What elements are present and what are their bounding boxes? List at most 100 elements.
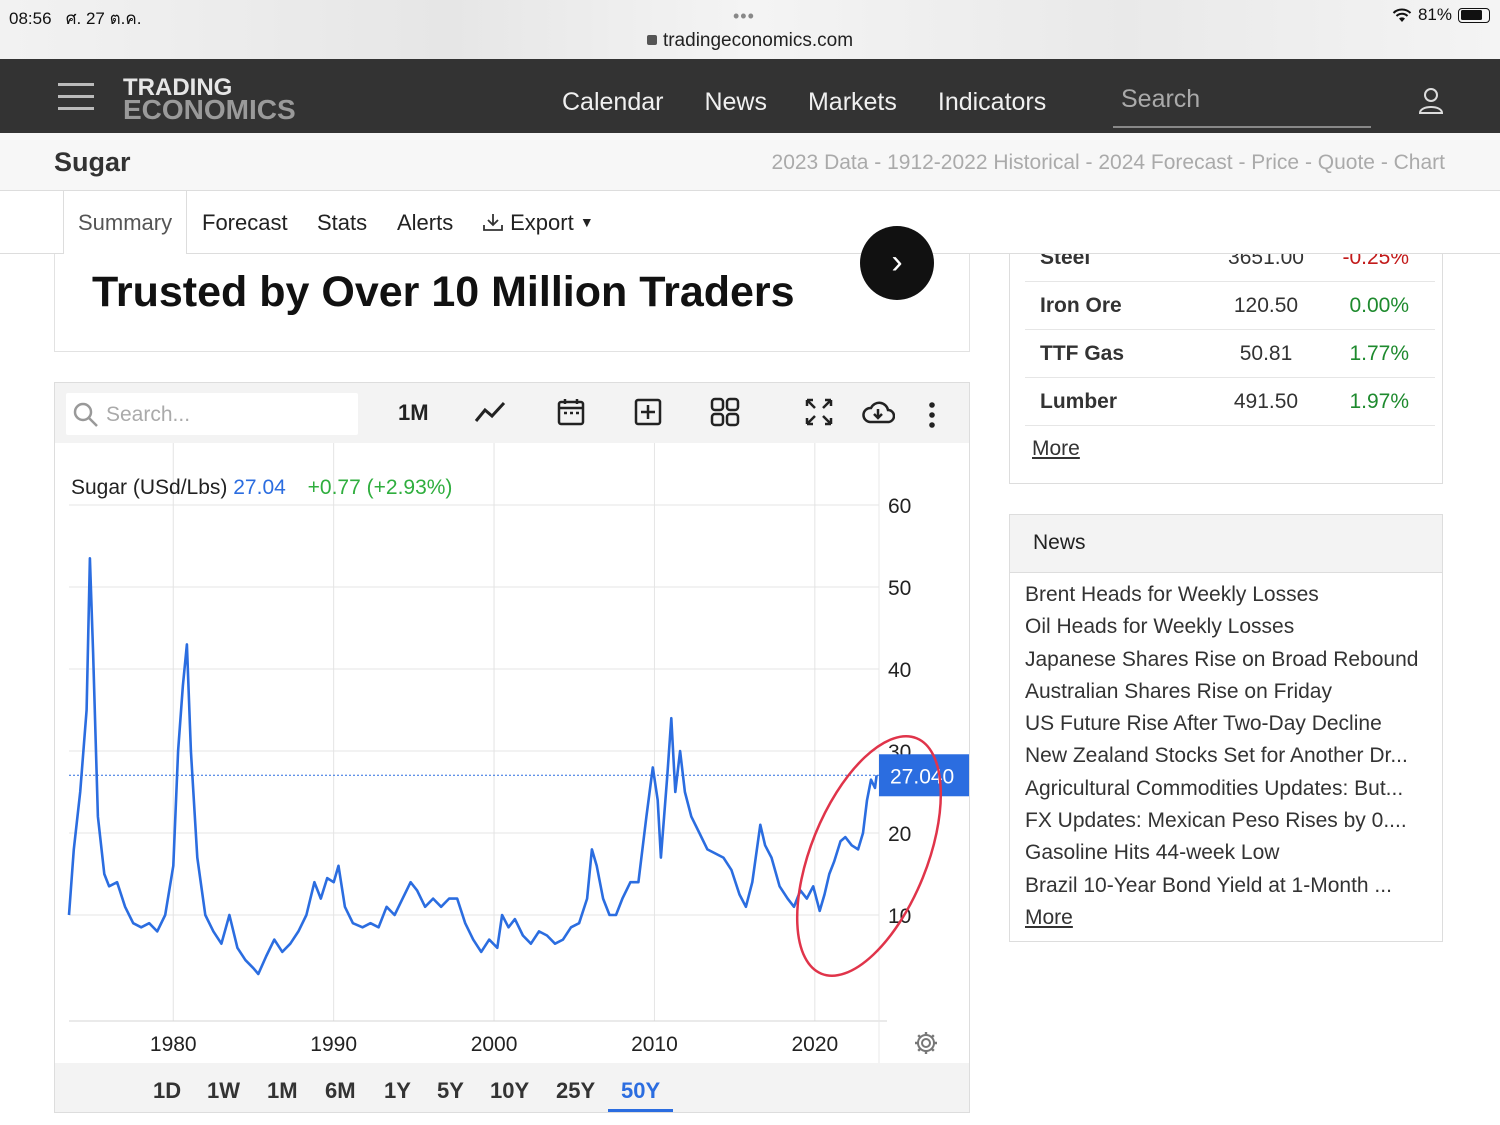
range-1d[interactable]: 1D [153,1078,182,1103]
news-item[interactable]: Agricultural Commodities Updates: But... [1025,776,1404,800]
nav-search-input[interactable]: Search [1113,81,1371,128]
page-title: Sugar [54,147,131,177]
news-list: Brent Heads for Weekly Losses Oil Heads f… [1010,573,1442,930]
tab-forecast[interactable]: Forecast [202,210,288,235]
interval-button[interactable]: 1M [398,400,429,425]
add-indicator-icon[interactable] [633,397,663,427]
y-tick-label: 50 [888,577,911,600]
range-25y[interactable]: 25Y [556,1078,596,1103]
commodity-row[interactable]: Steel 3651.00 -0.25% [1025,254,1435,282]
commodity-change: 0.00% [1349,294,1409,317]
site-logo[interactable]: TRADING ECONOMICS [123,74,296,125]
search-icon [73,402,98,427]
commodity-name[interactable]: Steel [1040,254,1091,269]
last-value-label: 27.040 [890,765,954,788]
news-item[interactable]: Japanese Shares Rise on Broad Rebound [1025,647,1419,671]
wifi-icon [1392,8,1412,22]
status-date: ศ. 27 ต.ค. [65,9,142,28]
cloud-download-icon[interactable] [861,400,895,426]
news-item[interactable]: Brazil 10-Year Bond Yield at 1-Month ... [1025,873,1392,897]
nav-calendar[interactable]: Calendar [562,88,664,116]
range-1y[interactable]: 1Y [384,1078,411,1103]
more-vertical-icon[interactable] [927,401,937,429]
status-right: 81% [1392,5,1490,25]
tab-export[interactable]: Export ▼ [482,191,594,254]
chart-search-input[interactable]: Search... [66,393,358,435]
news-item[interactable]: Oil Heads for Weekly Losses [1025,615,1295,639]
page-title-bar: Sugar 2023 Data - 1912-2022 Historical -… [0,133,1500,191]
logo-line1: TRADING [123,74,233,101]
y-tick-label: 20 [888,823,911,846]
ad-banner[interactable]: Trusted by Over 10 Million Traders › [54,226,970,352]
news-item[interactable]: Brent Heads for Weekly Losses [1025,583,1319,606]
nav-markets[interactable]: Markets [807,88,897,116]
legend-name: Sugar (USd/Lbs) [71,476,228,499]
y-tick-label: 60 [888,495,911,518]
x-tick-label: 2020 [791,1033,838,1056]
commodities-more-link[interactable]: More [1032,437,1080,460]
nav-indicators[interactable]: Indicators [937,88,1047,116]
range-1m[interactable]: 1M [267,1078,298,1103]
tab-alerts[interactable]: Alerts [397,210,454,235]
tab-export-label: Export [510,210,574,235]
commodity-change: 1.77% [1349,342,1409,365]
line-chart-icon[interactable] [474,399,506,425]
address-url: tradingeconomics.com [662,30,854,51]
fullscreen-icon[interactable] [804,397,834,427]
commodity-name[interactable]: TTF Gas [1040,342,1125,365]
gear-icon[interactable] [913,1030,939,1056]
sugar-price-line[interactable] [67,557,878,976]
legend-value: 27.04 [233,476,286,499]
commodity-row[interactable]: Iron Ore 120.50 0.00% [1025,282,1435,330]
news-item[interactable]: Gasoline Hits 44-week Low [1025,841,1280,865]
y-tick-label: 10 [888,905,911,928]
range-selector: 1D 1W 1M 6M 1Y 5Y 10Y 25Y 50Y [55,1063,969,1112]
range-10y[interactable]: 10Y [490,1078,530,1103]
chart-search-placeholder: Search... [106,403,191,426]
commodity-price: 491.50 [1233,390,1299,413]
layout-grid-icon[interactable] [710,397,740,427]
logo-line2: ECONOMICS [123,94,296,125]
x-tick-label: 2000 [471,1033,518,1056]
status-time: 08:56 ศ. 27 ต.ค. [9,9,142,28]
page-subtitle: 2023 Data - 1912-2022 Historical - 2024 … [771,151,1445,174]
main-navbar: TRADING ECONOMICS Calendar News Markets … [0,59,1500,133]
tab-stats[interactable]: Stats [317,210,368,235]
commodities-table: Steel 3651.00 -0.25% Iron Ore 120.50 0.00% TTF… [1009,254,1443,484]
news-item[interactable]: Australian Shares Rise on Friday [1025,679,1332,703]
chevron-right-icon[interactable]: › [860,226,934,300]
price-chart-panel: Search... 1M 10 20 [54,382,970,1113]
address-bar[interactable]: tradingeconomics.com [0,30,1500,52]
x-tick-label: 2010 [631,1033,678,1056]
download-icon [483,214,503,231]
news-item[interactable]: US Future Rise After Two-Day Decline [1025,712,1382,736]
news-item[interactable]: New Zealand Stocks Set for Another Dr... [1025,744,1408,768]
range-6m[interactable]: 6M [325,1078,356,1103]
range-5y[interactable]: 5Y [437,1078,464,1103]
nav-news[interactable]: News [704,88,767,116]
commodity-price: 120.50 [1233,294,1299,317]
news-more-link[interactable]: More [1025,905,1073,929]
range-1w[interactable]: 1W [207,1078,240,1103]
ad-headline: Trusted by Over 10 Million Traders [92,268,795,316]
commodity-change: 1.97% [1349,390,1409,413]
calendar-icon[interactable] [556,397,586,427]
tab-dots-icon[interactable]: ••• [733,6,755,26]
commodity-row[interactable]: Lumber 491.50 1.97% [1025,378,1435,426]
x-tick-label: 1980 [150,1033,197,1056]
news-heading: News [1010,515,1442,573]
range-50y[interactable]: 50Y [608,1078,674,1112]
news-item[interactable]: FX Updates: Mexican Peso Rises by 0.... [1025,809,1407,833]
commodity-row[interactable]: TTF Gas 50.81 1.77% [1025,330,1435,378]
commodity-price: 50.81 [1239,342,1293,365]
tab-summary[interactable]: Summary [63,191,187,255]
chart-toolbar: Search... 1M [55,383,969,443]
commodity-name[interactable]: Iron Ore [1040,294,1122,317]
user-icon[interactable] [1418,87,1444,115]
hamburger-menu-icon[interactable] [58,83,94,119]
commodity-name[interactable]: Lumber [1040,390,1118,413]
commodity-change: -0.25% [1342,254,1409,269]
y-tick-label: 40 [888,659,911,682]
section-tabs: Summary Forecast Stats Alerts Export ▼ [0,191,1500,255]
